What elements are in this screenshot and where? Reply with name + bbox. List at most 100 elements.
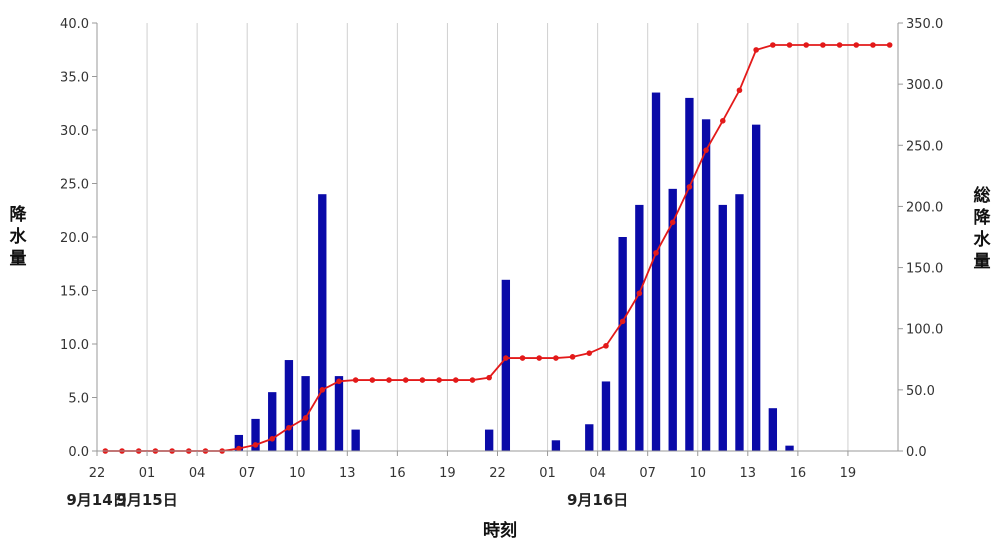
x-tick-label: 22 (489, 466, 506, 481)
left-tick-label: 25.0 (60, 178, 89, 193)
rainfall-bar (751, 124, 761, 452)
x-tick-label: 22 (89, 466, 106, 481)
left-tick-label: 10.0 (60, 338, 89, 353)
left-tick-label: 20.0 (60, 231, 89, 246)
grid-lines (96, 23, 849, 451)
rainfall-bar (651, 92, 661, 452)
total-rainfall-point (269, 435, 276, 442)
x-tick-label: 10 (689, 466, 706, 481)
bar-series (234, 92, 794, 452)
rainfall-bar (718, 204, 727, 451)
total-rainfall-point (603, 343, 609, 349)
x-tick-label: 16 (790, 466, 807, 481)
right-tick-label: 300.0 (906, 78, 943, 93)
total-rainfall-point (486, 374, 492, 381)
left-tick-label: 5.0 (68, 392, 89, 407)
rainfall-bar (685, 97, 694, 452)
total-rainfall-point (770, 42, 776, 48)
rainfall-bar (601, 381, 611, 451)
x-tick-label: 01 (539, 466, 556, 481)
total-rainfall-point (519, 355, 526, 361)
total-rainfall-point (803, 42, 810, 48)
total-rainfall-point (286, 424, 292, 431)
rainfall-bar (301, 376, 310, 451)
total-rainfall-point (886, 42, 893, 48)
rainfall-bar (351, 429, 360, 451)
left-axis-title: 降水量 (10, 204, 28, 269)
date-label: 9月15日 (116, 491, 177, 509)
rainfall-bar (234, 434, 244, 451)
rainfall-bar (284, 360, 294, 451)
right-tick-label: 200.0 (906, 200, 943, 215)
total-rainfall-point (336, 378, 342, 385)
right-tick-label: 350.0 (906, 17, 943, 32)
left-tick-label: 40.0 (60, 17, 89, 32)
x-axis-title: 時刻 (483, 520, 517, 541)
x-tick-label: 19 (840, 466, 857, 481)
left-tick-label: 15.0 (60, 285, 89, 300)
total-rainfall-point (619, 318, 626, 325)
total-rainfall-point (853, 42, 860, 48)
x-tick-label: 04 (189, 466, 206, 481)
total-rainfall-point (669, 219, 676, 226)
left-tick-label: 30.0 (60, 124, 89, 139)
right-tick-label: 250.0 (906, 139, 943, 154)
rainfall-bar (701, 119, 711, 452)
total-rainfall-point (820, 42, 826, 48)
x-tick-label: 01 (139, 466, 156, 481)
total-rainfall-point (419, 377, 426, 383)
total-rainfall-point (719, 118, 726, 124)
total-rainfall-point (703, 147, 709, 153)
total-rainfall-point (469, 377, 476, 383)
x-tick-label: 04 (589, 466, 606, 481)
x-tick-label: 13 (740, 466, 757, 481)
rainfall-bar (735, 194, 744, 451)
left-axis-ticks: 0.0 5.0 10.0 15.0 20.0 25.0 30.0 35.0 40.0 (60, 17, 97, 460)
left-tick-label: 35.0 (60, 71, 89, 86)
line-series (102, 42, 893, 454)
total-rainfall-point (252, 442, 259, 448)
total-rainfall-point (736, 87, 743, 94)
total-rainfall-point (452, 377, 459, 383)
rainfall-bar (251, 418, 260, 451)
right-tick-label: 150.0 (906, 262, 943, 277)
x-tick-label: 10 (289, 466, 306, 481)
rainfall-bar (585, 424, 594, 451)
rainfall-bar (551, 440, 561, 451)
x-tick-label: 07 (239, 466, 256, 481)
x-axis-ticks: 22 01 04 07 10 13 16 19 22 01 04 07 10 13 16 19 (89, 451, 856, 481)
right-tick-label: 50.0 (906, 384, 935, 399)
x-tick-label: 13 (339, 466, 356, 481)
total-rainfall-point (569, 354, 576, 360)
total-rainfall-point (536, 355, 543, 361)
total-rainfall-line (105, 44, 890, 452)
date-label: 9月16日 (567, 491, 628, 509)
right-axis-title: 総降水量 (974, 185, 992, 272)
total-rainfall-point (436, 377, 442, 383)
right-tick-label: 0.0 (906, 445, 927, 460)
rainfall-bar (484, 429, 494, 451)
total-rainfall-point (586, 350, 593, 356)
total-rainfall-point (352, 377, 359, 383)
x-tick-label: 19 (439, 466, 456, 481)
x-tick-label: 07 (639, 466, 656, 481)
rainfall-bar (318, 194, 327, 451)
total-rainfall-point (653, 250, 659, 256)
rainfall-bar (668, 188, 677, 451)
x-tick-label: 16 (389, 466, 406, 481)
total-rainfall-point (369, 377, 376, 383)
total-rainfall-point (319, 387, 326, 393)
total-rainfall-point (686, 184, 693, 190)
total-rainfall-point (786, 42, 793, 48)
rainfall-bar (618, 237, 627, 451)
total-rainfall-point (553, 355, 559, 361)
total-rainfall-point (503, 355, 509, 361)
left-tick-label: 0.0 (68, 445, 89, 460)
rainfall-bar (635, 204, 644, 451)
rainfall-bar (334, 376, 344, 451)
total-rainfall-point (302, 415, 309, 421)
date-label: 9月14日 (66, 491, 127, 509)
total-rainfall-point (753, 47, 759, 53)
